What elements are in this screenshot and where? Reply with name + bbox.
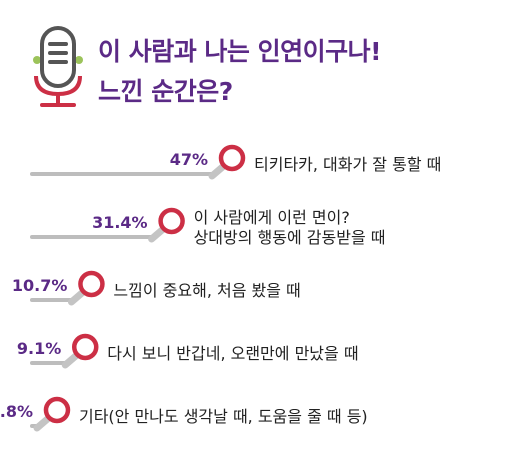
category-label-3: 느낌이 중요해, 처음 봤을 때 [113, 281, 300, 300]
category-label-2-line-2: 상대방의 행동에 감동받을 때 [194, 228, 386, 247]
mic-head-3 [78, 270, 105, 298]
title-line-2: 느낀 순간은? [98, 77, 233, 106]
mic-head-4 [71, 333, 99, 361]
category-label-5: 기타(안 만나도 생각날 때, 도움을 줄 때 등) [79, 407, 368, 426]
value-label-4: 9.1% [17, 339, 61, 358]
microphone-logo-icon [33, 26, 83, 107]
page-title: 이 사람과 나는 인연이구나! 느낀 순간은? [98, 32, 382, 112]
mic-head-1 [218, 144, 246, 172]
mic-head-2 [158, 207, 185, 235]
value-label-5: 1.8% [0, 402, 33, 421]
value-label-1: 47% [170, 150, 208, 169]
mic-head-5 [43, 396, 71, 424]
category-label-4: 다시 보니 반갑네, 오랜만에 만났을 때 [107, 344, 358, 363]
value-label-2: 31.4% [92, 213, 148, 232]
title-line-1: 이 사람과 나는 인연이구나! [98, 37, 382, 66]
category-label-1: 티키타카, 대화가 잘 통할 때 [254, 155, 441, 174]
value-label-3: 10.7% [12, 276, 68, 295]
category-label-2-line-1: 이 사람에게 이런 면이? [194, 208, 350, 227]
